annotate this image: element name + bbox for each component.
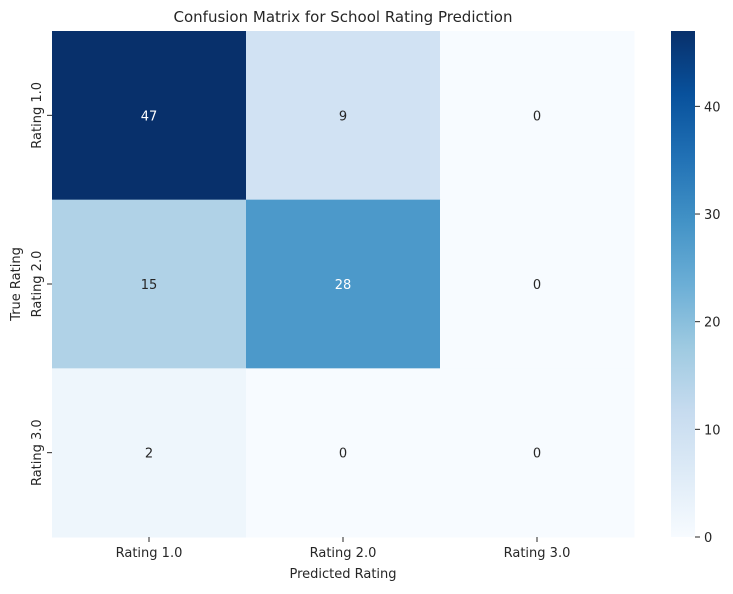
cell-value-r2-c2: 28 xyxy=(335,278,352,293)
colorbar-tick-label: 20 xyxy=(704,316,721,331)
x-tick-label: Rating 1.0 xyxy=(116,546,183,561)
heatmap-cell-r1-c1 xyxy=(52,31,247,201)
cell-value-r3-c3: 0 xyxy=(533,447,541,462)
y-axis-ticks: Rating 1.0 Rating 2.0 Rating 3.0 xyxy=(30,82,52,486)
heatmap-cell-r2-c3 xyxy=(440,199,635,369)
cell-value-r1-c3: 0 xyxy=(533,109,541,124)
heatmap-cell-r1-c2 xyxy=(246,31,441,201)
cell-value-r2-c3: 0 xyxy=(533,278,541,293)
y-tick-label: Rating 1.0 xyxy=(30,82,45,149)
chart-title: Confusion Matrix for School Rating Predi… xyxy=(174,8,513,26)
colorbar-tick-label: 40 xyxy=(704,100,721,115)
colorbar-tick-label: 0 xyxy=(704,531,712,546)
y-axis-label: True Rating xyxy=(9,247,24,322)
heatmap-cell-r1-c3 xyxy=(440,31,635,201)
y-tick-label: Rating 3.0 xyxy=(30,419,45,486)
cell-annotations: 47 9 0 15 28 0 2 0 0 xyxy=(141,109,541,461)
colorbar-tick-label: 30 xyxy=(704,208,721,223)
x-axis-label: Predicted Rating xyxy=(289,567,396,582)
colorbar xyxy=(671,31,695,537)
y-tick-label: Rating 2.0 xyxy=(30,251,45,318)
colorbar-tick-label: 10 xyxy=(704,423,721,438)
heatmap-cell-r3-c2 xyxy=(246,368,441,538)
cell-value-r2-c1: 15 xyxy=(141,278,158,293)
cell-value-r1-c1: 47 xyxy=(141,109,158,124)
heatmap-cell-r2-c2 xyxy=(246,199,441,369)
x-tick-label: Rating 2.0 xyxy=(310,546,377,561)
cell-value-r3-c2: 0 xyxy=(339,447,347,462)
heatmap-cell-r3-c3 xyxy=(440,368,635,538)
heatmap-cells xyxy=(52,31,635,538)
x-tick-label: Rating 3.0 xyxy=(504,546,571,561)
cell-value-r3-c1: 2 xyxy=(145,447,153,462)
colorbar-ticks: 0 10 20 30 40 xyxy=(695,100,721,546)
x-axis-ticks: Rating 1.0 Rating 2.0 Rating 3.0 xyxy=(116,537,571,561)
heatmap-cell-r2-c1 xyxy=(52,199,247,369)
heatmap-cell-r3-c1 xyxy=(52,368,247,538)
cell-value-r1-c2: 9 xyxy=(339,109,347,124)
